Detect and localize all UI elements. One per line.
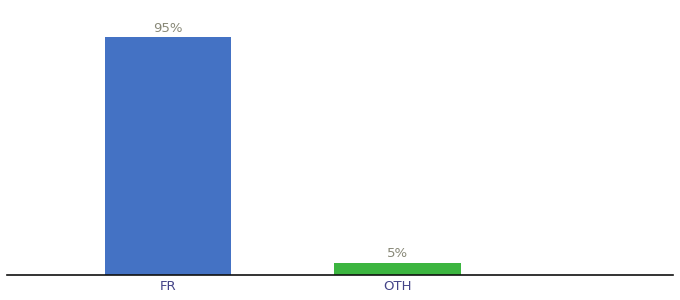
Text: 5%: 5% [387, 247, 408, 260]
Bar [335, 263, 460, 275]
Text: 95%: 95% [153, 22, 182, 34]
Bar [105, 37, 231, 275]
